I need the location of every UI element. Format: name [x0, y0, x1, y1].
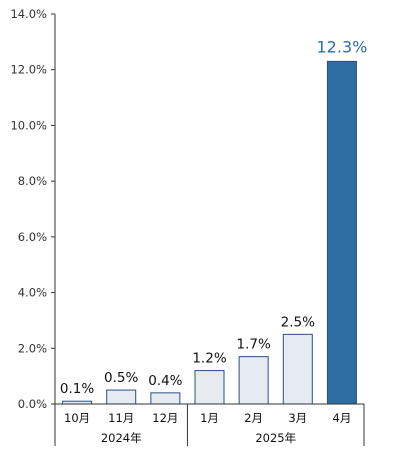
y-axis: 0.0% 2.0% 4.0% 6.0% 8.0% 10.0% 12.0% 14.0% — [10, 7, 56, 411]
bar-5 — [238, 356, 269, 405]
x-tick-label: 3月 — [288, 411, 307, 425]
y-tick-label: 4.0% — [18, 286, 47, 300]
group-label: 2025年 — [255, 431, 296, 445]
data-label: 12.3% — [317, 37, 368, 56]
x-tick-label: 2月 — [244, 411, 263, 425]
data-label: 1.7% — [236, 337, 270, 353]
x-tick-label: 1月 — [200, 411, 219, 425]
bar-6 — [282, 333, 313, 405]
x-tick-label: 11月 — [108, 411, 134, 425]
group-label: 2024年 — [101, 431, 142, 445]
bar-2 — [106, 389, 137, 405]
x-axis: 10月 11月 12月 1月 2月 3月 4月 2024年 2025年 — [54, 403, 365, 446]
bar-4 — [194, 370, 225, 405]
x-tick-label: 10月 — [64, 411, 90, 425]
x-tick-label: 4月 — [333, 411, 352, 425]
bar-7 — [326, 60, 357, 405]
bars: 0.1% 0.5% 0.4% 1.2% 1.7% 2.5% 12.3% — [60, 37, 368, 405]
y-tick-label: 2.0% — [18, 341, 47, 355]
y-tick-label: 12.0% — [10, 63, 47, 77]
x-tick-label: 12月 — [152, 411, 178, 425]
data-label: 0.5% — [104, 370, 138, 386]
y-tick-label: 10.0% — [10, 118, 47, 132]
y-tick-label: 14.0% — [10, 7, 47, 21]
y-tick-label: 6.0% — [18, 230, 47, 244]
data-label: 0.1% — [60, 381, 94, 397]
data-label: 2.5% — [281, 314, 315, 330]
y-tick-label: 0.0% — [18, 397, 47, 411]
data-label: 1.2% — [192, 351, 226, 367]
data-label: 0.4% — [148, 373, 182, 389]
y-tick-label: 8.0% — [18, 174, 47, 188]
bar-3 — [150, 392, 181, 405]
